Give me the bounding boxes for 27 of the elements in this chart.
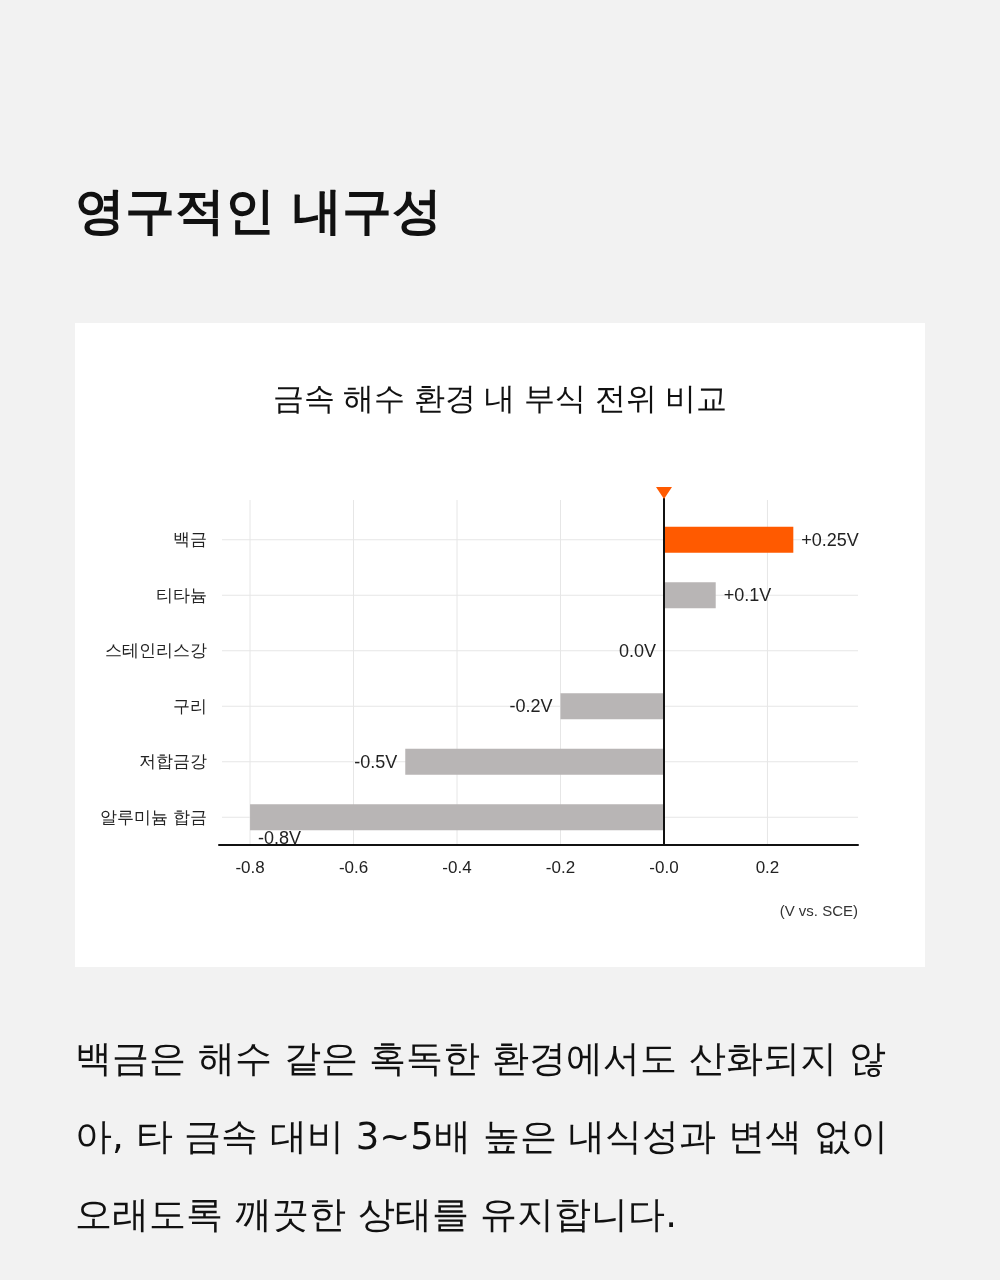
bar bbox=[663, 526, 794, 553]
text: 영구적인 내구성 bbox=[75, 181, 443, 242]
data-label: -0.2V bbox=[509, 696, 553, 717]
x-tick-label: -0.6 bbox=[338, 858, 369, 877]
x-tick-label: -0.8 bbox=[235, 858, 265, 877]
bar bbox=[405, 748, 664, 775]
data-label: +0.1V bbox=[723, 585, 772, 606]
x-tick-label: 0.2 bbox=[755, 858, 780, 877]
data-label: -0.5V bbox=[354, 751, 398, 772]
bar bbox=[560, 693, 664, 720]
bar bbox=[250, 804, 664, 831]
x-tick-label: -0.4 bbox=[442, 858, 472, 877]
x-axis-title: (V vs. SCE) bbox=[779, 902, 858, 919]
text: 백금은 해수 같은 혹독한 환경에서도 산화되지 않아, 타 금속 대비 3~5배 높은 내식성과 변색 없이 오래도록 깨끗한 상태를 유지합니다. bbox=[75, 1036, 889, 1238]
x-tick-label: -0.0 bbox=[649, 858, 679, 877]
x-tick-label: -0.2 bbox=[545, 858, 576, 877]
chart-title: 금속 해수 환경 내 부식 전위 비교 bbox=[272, 381, 728, 416]
y-tick-label: 티타늄 bbox=[156, 585, 207, 605]
y-tick-label: 저합금강 bbox=[139, 752, 207, 772]
bar bbox=[663, 582, 716, 609]
data-label: 0.0V bbox=[618, 640, 656, 661]
y-tick-label: 스테인리스강 bbox=[105, 641, 207, 661]
y-tick-label: 구리 bbox=[173, 696, 207, 716]
y-tick-label: 알루미늄 합금 bbox=[100, 807, 207, 827]
data-label: +0.25V bbox=[801, 529, 859, 550]
y-tick-label: 백금 bbox=[173, 530, 207, 550]
data-label: -0.8V bbox=[258, 828, 302, 849]
